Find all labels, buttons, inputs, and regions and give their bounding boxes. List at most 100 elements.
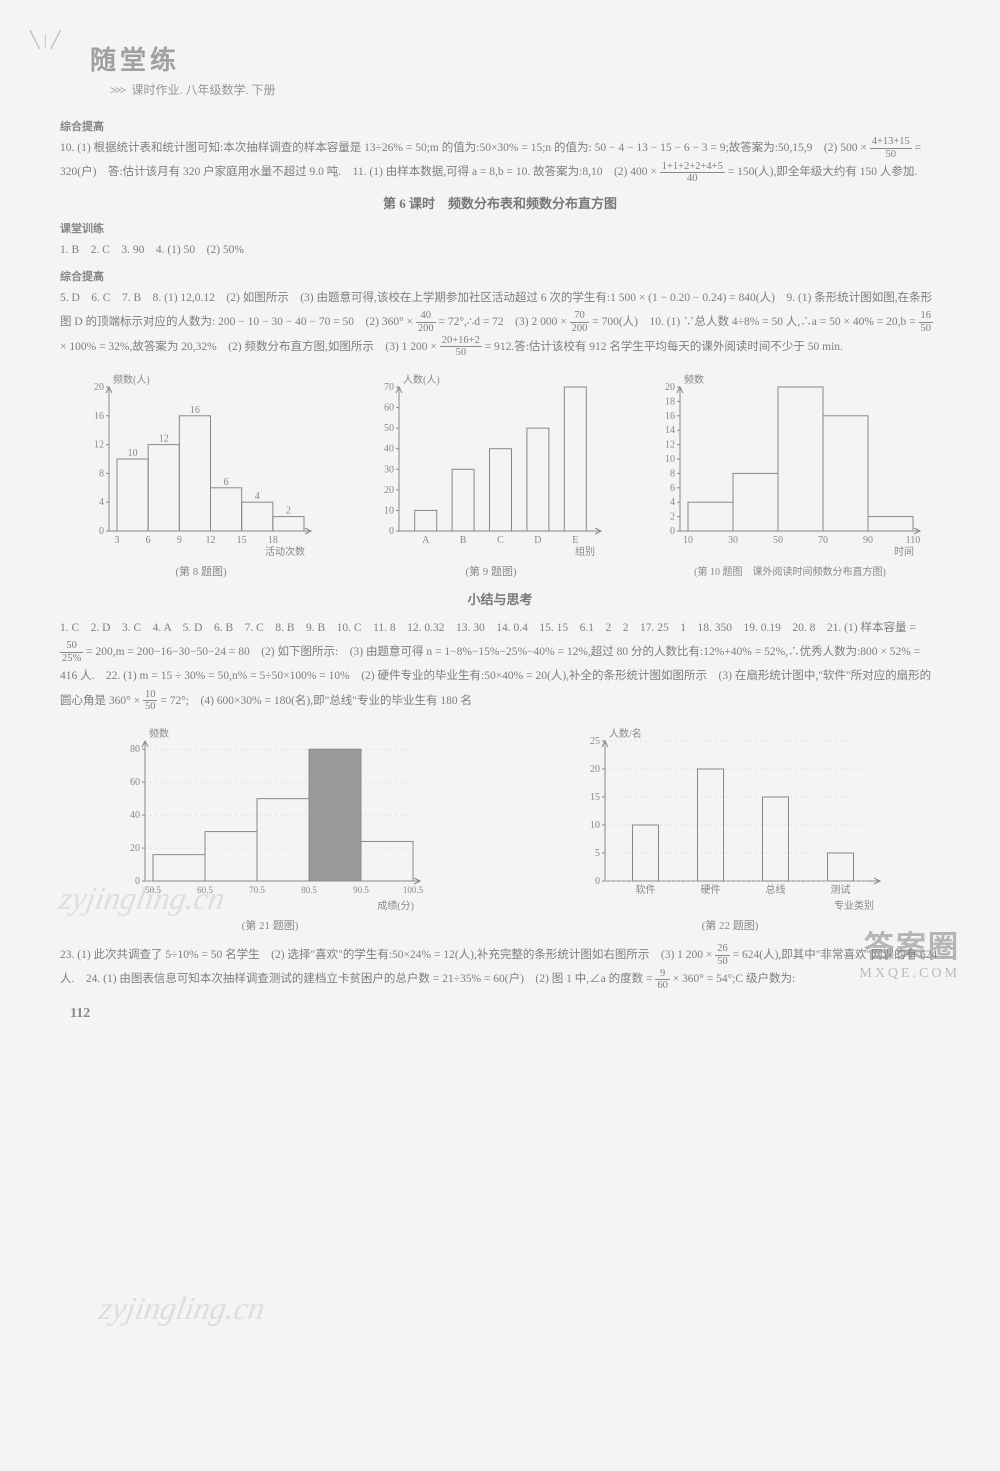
svg-text:4: 4	[99, 497, 104, 508]
page-number: 112	[70, 1006, 90, 1022]
watermark-2: zyjingling.cn	[97, 1290, 268, 1327]
chart-8-svg: 048121620101216642369121518频数(人)活动次数	[71, 369, 331, 559]
fraction: 70200	[570, 310, 590, 334]
svg-text:8: 8	[670, 468, 675, 479]
svg-text:10: 10	[128, 448, 138, 459]
svg-text:4: 4	[670, 497, 675, 508]
svg-text:总线: 总线	[766, 883, 786, 896]
chart-21: 02040608050.560.570.580.590.5100.5频数成绩(分…	[60, 723, 480, 933]
svg-text:110: 110	[906, 535, 921, 546]
svg-text:40: 40	[130, 810, 140, 821]
svg-text:人数/名: 人数/名	[609, 727, 642, 740]
chart-10-svg: 024681012141618201030507090110频数时间	[640, 369, 940, 559]
svg-text:50: 50	[773, 535, 783, 546]
svg-text:软件: 软件	[636, 883, 656, 896]
svg-text:测试: 测试	[831, 883, 851, 896]
svg-text:9: 9	[177, 535, 182, 546]
text: = 72°; (4) 600×30% = 180(名),即"总线"专业的毕业生有…	[160, 695, 472, 707]
svg-text:2: 2	[670, 512, 675, 523]
svg-text:0: 0	[389, 526, 394, 537]
svg-text:频数(人): 频数(人)	[113, 373, 150, 386]
svg-text:50: 50	[384, 423, 394, 434]
svg-text:60: 60	[384, 402, 394, 413]
svg-text:12: 12	[94, 440, 104, 451]
footer-watermark-small: MXQE.COM	[859, 966, 960, 982]
svg-text:频数: 频数	[684, 373, 704, 386]
fraction: 1050	[143, 689, 158, 713]
svg-text:6: 6	[224, 477, 229, 488]
text: × 100% = 32%,故答案为 20,32% (2) 频数分布直方图,如图所…	[60, 341, 440, 353]
svg-text:15: 15	[590, 792, 600, 803]
body-block-1: 10. (1) 根据统计表和统计图可知:本次抽样调查的样本容量是 13÷26% …	[60, 136, 940, 185]
page-header: 随堂练 >>> 课时作业. 八年级数学. 下册	[60, 40, 940, 98]
summary-title: 小结与思考	[60, 589, 940, 608]
text: = 700(人) 10. (1) ∵总人数 4÷8% = 50 人,∴a = 5…	[592, 316, 918, 328]
fraction: 2650	[715, 943, 730, 967]
body-block-4: 1. C 2. D 3. C 4. A 5. D 6. B 7. C 8. B …	[60, 616, 940, 713]
svg-text:0: 0	[595, 876, 600, 887]
page: ╲ | ╱ 随堂练 >>> 课时作业. 八年级数学. 下册 综合提高 10. (…	[0, 0, 1000, 1052]
footer-watermark-big: 答案圈	[859, 922, 960, 966]
svg-text:10: 10	[384, 505, 394, 516]
svg-text:14: 14	[665, 425, 675, 436]
svg-text:活动次数: 活动次数	[265, 545, 305, 558]
chart-22-svg: 0510152025软件硬件总线测试人数/名专业类别	[560, 723, 900, 913]
chart-8-caption: (第 8 题图)	[60, 563, 342, 579]
svg-text:70: 70	[384, 382, 394, 393]
svg-text:组别: 组别	[575, 545, 595, 558]
svg-text:25: 25	[590, 736, 600, 747]
section-title-2: 课堂训练	[60, 220, 940, 236]
svg-text:时间: 时间	[894, 545, 914, 558]
svg-text:100.5: 100.5	[403, 885, 424, 895]
svg-text:16: 16	[94, 411, 104, 422]
fraction: 20+16+250	[440, 335, 482, 359]
svg-text:0: 0	[135, 876, 140, 887]
lesson-6-title: 第 6 课时 频数分布表和频数分布直方图	[60, 193, 940, 212]
header-title: 随堂练	[90, 40, 940, 77]
fraction: 5025%	[60, 640, 83, 664]
svg-text:A: A	[422, 535, 430, 546]
svg-text:E: E	[572, 535, 578, 546]
section-title-1: 综合提高	[60, 118, 940, 134]
svg-text:15: 15	[237, 535, 247, 546]
svg-text:C: C	[497, 535, 504, 546]
svg-text:10: 10	[590, 820, 600, 831]
svg-text:80.5: 80.5	[301, 885, 317, 895]
svg-text:60.5: 60.5	[197, 885, 213, 895]
svg-text:4: 4	[255, 491, 260, 502]
fraction: 40200	[416, 310, 436, 334]
chart-21-caption: (第 21 题图)	[60, 917, 480, 933]
chart-10: 024681012141618201030507090110频数时间 (第 10…	[640, 369, 940, 579]
svg-text:30: 30	[384, 464, 394, 475]
header-decoration: ╲ | ╱	[30, 30, 60, 50]
svg-text:硬件: 硬件	[701, 884, 721, 896]
fraction: 1650	[919, 310, 934, 334]
svg-text:12: 12	[665, 440, 675, 451]
text: 23. (1) 此次共调查了 5÷10% = 50 名学生 (2) 选择"喜欢"…	[60, 949, 715, 961]
svg-text:频数: 频数	[149, 727, 169, 740]
svg-text:6: 6	[146, 535, 151, 546]
svg-text:20: 20	[94, 382, 104, 393]
svg-text:10: 10	[683, 535, 693, 546]
svg-text:专业类别: 专业类别	[834, 899, 874, 912]
chart-9-svg: 010203040506070ABCDE人数(人)组别	[361, 369, 621, 559]
svg-text:3: 3	[115, 535, 120, 546]
svg-text:18: 18	[268, 535, 278, 546]
svg-text:20: 20	[665, 382, 675, 393]
svg-text:12: 12	[159, 434, 169, 445]
svg-text:人数(人): 人数(人)	[403, 373, 440, 386]
svg-text:20: 20	[384, 485, 394, 496]
svg-text:16: 16	[665, 411, 675, 422]
svg-text:40: 40	[384, 444, 394, 455]
svg-text:D: D	[534, 535, 541, 546]
footer-watermark: 答案圈 MXQE.COM	[859, 922, 960, 982]
subtitle-text: 课时作业. 八年级数学. 下册	[132, 83, 276, 97]
fraction: 1+1+2+2+4+540	[660, 161, 725, 185]
chart-21-svg: 02040608050.560.570.580.590.5100.5频数成绩(分…	[100, 723, 440, 913]
chart-9: 010203040506070ABCDE人数(人)组别 (第 9 题图)	[350, 369, 632, 579]
chart-22: 0510152025软件硬件总线测试人数/名专业类别 (第 22 题图)	[520, 723, 940, 933]
svg-text:6: 6	[670, 483, 675, 494]
svg-text:18: 18	[665, 396, 675, 407]
svg-text:70.5: 70.5	[249, 885, 265, 895]
svg-text:12: 12	[206, 535, 216, 546]
